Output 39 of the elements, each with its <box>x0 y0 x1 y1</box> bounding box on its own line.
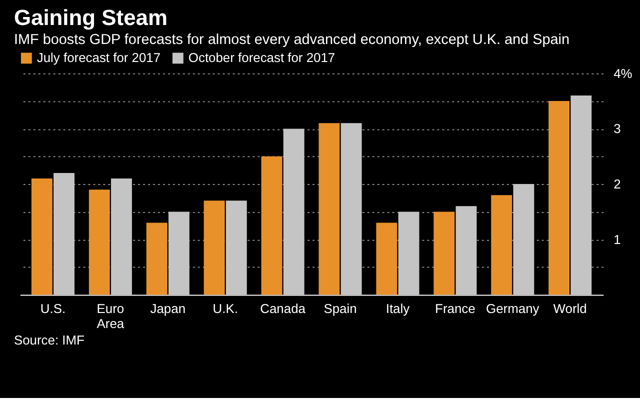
legend-label: October forecast for 2017 <box>188 50 336 66</box>
x-tick-label: Japan <box>150 301 186 316</box>
bar <box>146 222 168 295</box>
bar <box>226 200 247 295</box>
legend-label: July forecast for 2017 <box>36 50 161 66</box>
x-tick-label: Canada <box>260 301 306 316</box>
x-tick-label: Germany <box>486 301 540 316</box>
y-tick-label: 2 <box>614 176 621 192</box>
chart-subtitle: IMF boosts GDP forecasts for almost every advanced economy, except U.K. and Spain <box>14 32 570 48</box>
bar <box>456 206 477 295</box>
bar <box>398 212 420 295</box>
bar <box>204 200 225 295</box>
bar <box>54 172 74 295</box>
bar <box>283 128 304 295</box>
bar <box>111 178 132 295</box>
bar <box>88 190 110 295</box>
source-note: Source: IMF <box>14 332 85 348</box>
x-tick-label: U.S. <box>40 301 66 316</box>
x-tick-label: World <box>553 301 587 316</box>
x-tick-label: U.K. <box>212 301 238 316</box>
x-tick-label: Italy <box>386 301 410 316</box>
bar <box>168 212 190 295</box>
bar <box>340 123 362 295</box>
y-tick-label: 1 <box>614 232 621 247</box>
bar <box>570 96 592 295</box>
y-tick-label: 3 <box>614 121 621 136</box>
bar <box>261 156 282 295</box>
bar <box>513 184 534 295</box>
bar <box>318 123 340 295</box>
x-tick-label: France <box>435 301 476 316</box>
bar <box>434 212 455 295</box>
bar <box>376 222 398 295</box>
bar <box>548 101 570 295</box>
x-tick-label: Spain <box>324 301 357 316</box>
bar <box>491 195 512 295</box>
chart-title: Gaining Steam <box>14 5 168 30</box>
y-tick-label: 4% <box>614 66 633 81</box>
bar <box>31 178 52 295</box>
x-tick-label: Euro Area <box>96 301 125 332</box>
